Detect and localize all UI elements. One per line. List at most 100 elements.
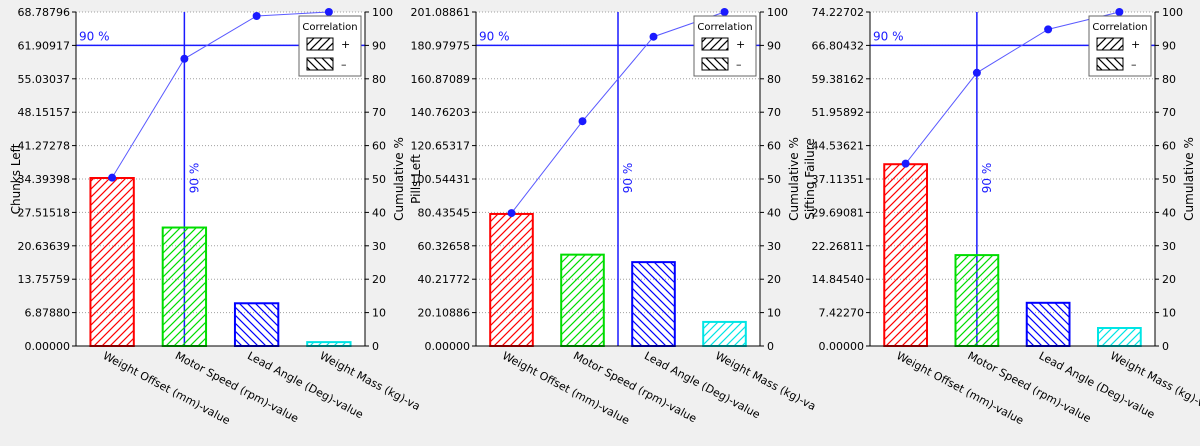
cumulative-line	[511, 11, 725, 214]
chart-panel-2: 90 % 90 % 0.00000 20.10886 40.21772 60.32658 8…	[409, 6, 818, 427]
y2-tick-label: 70	[767, 106, 781, 119]
y-tick-label: 120.65317	[411, 140, 471, 153]
category-label-1: Weight Offset (mm)-value	[101, 349, 233, 427]
y-tick-label: 100.54431	[411, 173, 471, 186]
y2-tick-label: 90	[372, 39, 386, 52]
bar-3	[233, 302, 280, 348]
category-label-1: Weight Offset (mm)-value	[894, 349, 1026, 427]
y-tick-label: 34.39398	[18, 173, 71, 186]
bar-4	[306, 341, 352, 348]
cumulative-point-4	[720, 8, 729, 16]
y-tick-label: 180.97975	[411, 39, 471, 52]
y2-axis-title: Cumulative %	[392, 137, 406, 221]
category-label-3: Lead Angle (Deg)-value	[642, 349, 762, 421]
y-tick-label: 48.15157	[18, 106, 71, 119]
cumulative-point-1	[507, 209, 516, 218]
y-tick-label: 140.76203	[411, 106, 471, 119]
legend-entry-positive: +	[1131, 38, 1140, 51]
category-label-3: Lead Angle (Deg)-value	[245, 349, 365, 421]
y2-tick-label: 0	[767, 340, 774, 353]
y-tick-label: 51.95892	[812, 106, 865, 119]
y2-tick-label: 60	[372, 140, 386, 153]
bar-4	[702, 320, 747, 347]
y-tick-label: 0.00000	[425, 340, 471, 353]
cumulative-point-2	[972, 68, 981, 77]
chart-panel-3: 90 % 90 % 0.00000 7.42270 14.84540 22.26811 29…	[803, 6, 1200, 427]
threshold-vlabel: 90 %	[980, 163, 994, 194]
y-tick-label: 80.43545	[418, 206, 471, 219]
threshold-vlabel: 90 %	[187, 163, 201, 194]
category-label-3: Lead Angle (Deg)-value	[1037, 349, 1157, 421]
y2-tick-label: 30	[1162, 240, 1176, 253]
legend-entry-positive: +	[341, 38, 350, 51]
y-tick-label: 27.51518	[18, 206, 71, 219]
y-axis-title: Sifting Failure	[803, 138, 817, 220]
y2-tick-label: 50	[372, 173, 386, 186]
y-tick-label: 20.63639	[18, 240, 71, 253]
y2-tick-label: 60	[1162, 140, 1176, 153]
legend-swatch-negative	[306, 57, 334, 71]
cumulative-point-2	[180, 54, 189, 63]
cumulative-point-3	[649, 32, 658, 41]
y-tick-label: 68.78796	[18, 6, 71, 19]
legend: Correlation + –	[693, 15, 757, 77]
bar-1	[883, 163, 928, 347]
y2-axis-title: Cumulative %	[1182, 137, 1196, 221]
cumulative-point-1	[901, 159, 910, 168]
legend: Correlation + –	[298, 15, 362, 77]
legend-title: Correlation	[302, 22, 357, 33]
category-label-2: Motor Speed (rpm)-value	[571, 349, 699, 425]
y2-tick-label: 70	[372, 106, 386, 119]
y-tick-label: 41.27278	[18, 140, 71, 153]
y2-tick-label: 100	[767, 6, 788, 19]
y2-tick-label: 80	[1162, 73, 1176, 86]
y-tick-label: 160.87089	[411, 73, 471, 86]
cumulative-line	[111, 11, 329, 178]
cumulative-point-4	[1115, 8, 1124, 16]
threshold-label: 90 %	[873, 29, 904, 43]
legend-swatch-negative	[1096, 57, 1124, 71]
legend-entry-negative: –	[1131, 58, 1137, 71]
bar-2	[954, 254, 1000, 348]
legend-swatch-negative	[701, 57, 729, 71]
cumulative-point-4	[324, 8, 333, 16]
y-tick-label: 29.69081	[812, 206, 865, 219]
y2-tick-label: 50	[767, 173, 781, 186]
y-tick-label: 0.00000	[819, 340, 865, 353]
bar-4	[1097, 327, 1142, 347]
legend-swatch-positive	[701, 37, 729, 51]
y-tick-label: 55.03037	[18, 73, 71, 86]
y-axis-title: Chunks Left	[9, 143, 23, 214]
cumulative-line	[905, 11, 1120, 164]
legend-entry-positive: +	[736, 38, 745, 51]
y2-tick-label: 0	[1162, 340, 1169, 353]
bar-2	[161, 226, 208, 347]
legend-swatch-positive	[1096, 37, 1124, 51]
bar-3	[1025, 301, 1071, 348]
cumulative-point-3	[1044, 25, 1053, 34]
y-axis-title: Pills Left	[409, 154, 423, 204]
y-tick-label: 37.11351	[812, 173, 865, 186]
y2-tick-label: 20	[372, 273, 386, 286]
y2-axis-title: Cumulative %	[787, 137, 801, 221]
bar-1	[89, 176, 135, 347]
y-tick-label: 59.38162	[812, 73, 865, 86]
threshold-vlabel: 90 %	[621, 163, 635, 194]
y2-tick-label: 70	[1162, 106, 1176, 119]
bar-2	[560, 253, 605, 347]
category-label-1: Weight Offset (mm)-value	[500, 349, 632, 427]
y-tick-label: 14.84540	[812, 273, 865, 286]
y2-tick-label: 10	[372, 307, 386, 320]
legend-swatch-positive	[306, 37, 334, 51]
y2-tick-label: 100	[372, 6, 393, 19]
y2-tick-label: 80	[767, 73, 781, 86]
threshold-label: 90 %	[79, 29, 110, 43]
legend-title: Correlation	[697, 22, 752, 33]
y2-tick-label: 30	[372, 240, 386, 253]
y2-tick-label: 100	[1162, 6, 1183, 19]
legend-entry-negative: –	[341, 58, 347, 71]
y2-tick-label: 50	[1162, 173, 1176, 186]
y-tick-label: 0.00000	[25, 340, 71, 353]
y-tick-label: 74.22702	[812, 6, 865, 19]
